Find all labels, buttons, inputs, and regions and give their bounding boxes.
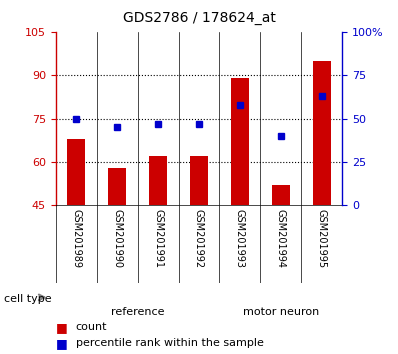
Text: GSM201993: GSM201993 <box>235 209 245 268</box>
Text: GDS2786 / 178624_at: GDS2786 / 178624_at <box>123 11 275 25</box>
Bar <box>312 61 331 205</box>
Text: count: count <box>76 322 107 332</box>
Bar <box>108 168 126 205</box>
Text: GSM201992: GSM201992 <box>194 209 204 268</box>
Text: GSM201995: GSM201995 <box>317 209 327 268</box>
Text: GSM201990: GSM201990 <box>112 209 122 268</box>
Bar <box>67 139 86 205</box>
Text: motor neuron: motor neuron <box>243 307 319 316</box>
Text: ■: ■ <box>56 321 68 334</box>
Bar <box>149 156 167 205</box>
Text: percentile rank within the sample: percentile rank within the sample <box>76 338 263 348</box>
Bar <box>190 156 208 205</box>
Text: reference: reference <box>111 307 164 316</box>
Text: GSM201991: GSM201991 <box>153 209 163 268</box>
Text: GSM201989: GSM201989 <box>71 209 81 268</box>
Text: cell type: cell type <box>4 294 52 304</box>
Bar <box>272 185 290 205</box>
Bar <box>231 78 249 205</box>
Text: ■: ■ <box>56 337 68 350</box>
Text: GSM201994: GSM201994 <box>276 209 286 268</box>
